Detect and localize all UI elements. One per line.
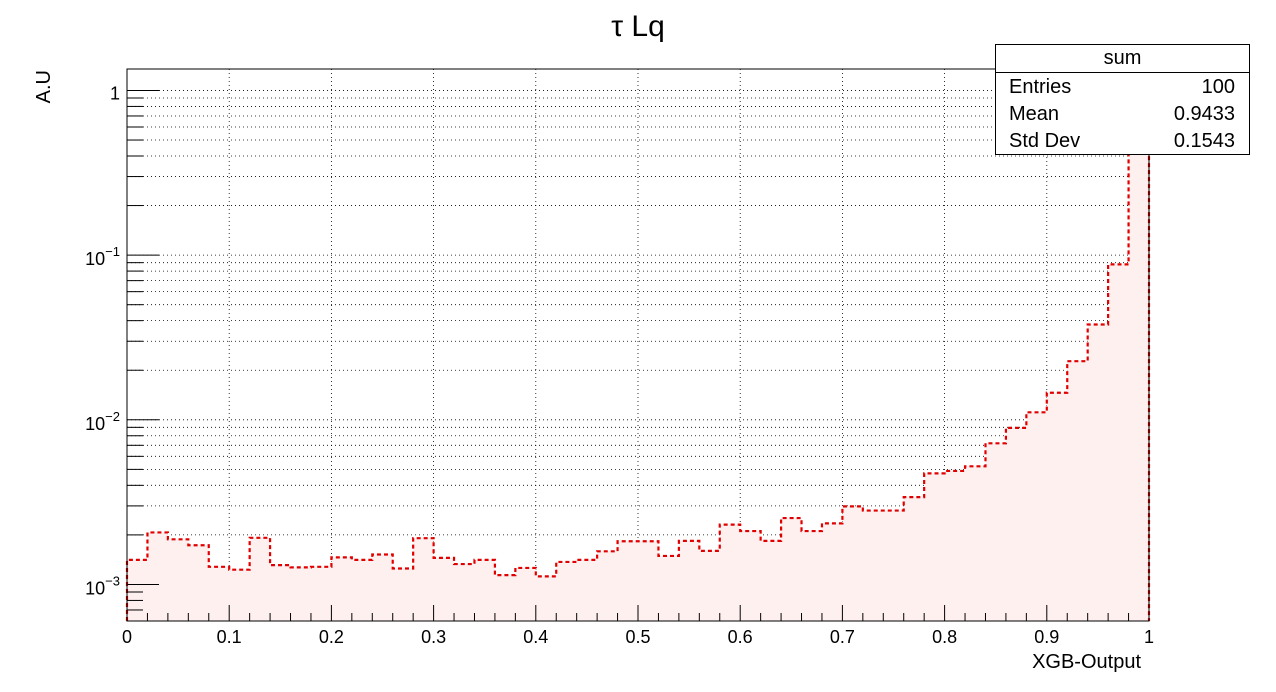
x-axis-label: XGB-Output <box>1032 651 1141 673</box>
histogram-bin <box>127 560 147 621</box>
histogram-bin <box>740 531 760 621</box>
x-tick-label: 0.7 <box>830 627 855 647</box>
histogram-bin <box>515 568 535 621</box>
histogram-bin <box>352 560 372 621</box>
stats-row-stddev: Std Dev 0.1543 <box>996 127 1249 154</box>
histogram-bin <box>945 471 965 621</box>
stats-value: 0.1543 <box>1173 130 1235 152</box>
stats-value: 0.9433 <box>1173 103 1235 125</box>
y-axis-label: A.U <box>33 70 55 103</box>
x-tick-label: 0.3 <box>421 627 446 647</box>
histogram-bin <box>495 575 515 621</box>
histogram-bin <box>638 541 658 621</box>
histogram-bin <box>720 525 740 621</box>
histogram-bin <box>1026 412 1046 621</box>
y-tick-label: 10−2 <box>85 409 120 434</box>
x-tick-label: 0.1 <box>217 627 242 647</box>
histogram-bin <box>1067 361 1087 621</box>
histogram-bin <box>924 473 944 621</box>
histogram-bin <box>393 569 413 621</box>
histogram-bin <box>985 443 1005 621</box>
histogram-bin <box>434 558 454 621</box>
histogram-bin <box>168 539 188 621</box>
histogram-bin <box>1129 153 1149 621</box>
x-tick-label: 0 <box>122 627 132 647</box>
histogram-bin <box>1047 393 1067 621</box>
histogram-bin <box>597 551 617 621</box>
histogram-bin <box>679 541 699 621</box>
y-tick-label: 10−1 <box>85 244 120 269</box>
histogram-bin <box>618 541 638 621</box>
stats-label: Entries <box>1009 76 1072 98</box>
histogram-bin <box>1006 428 1026 621</box>
histogram-bin <box>883 511 903 621</box>
chart-title: τ Lq <box>611 10 665 43</box>
histogram-bin <box>904 497 924 621</box>
plot-frame <box>126 68 1150 622</box>
x-tick-label: 0.8 <box>932 627 957 647</box>
y-tick-label: 10−3 <box>85 573 120 598</box>
histogram-series <box>125 151 1151 621</box>
x-tick-label: 0.9 <box>1034 627 1059 647</box>
histogram-bin <box>536 576 556 621</box>
x-tick-label: 0.4 <box>523 627 548 647</box>
histogram-bin <box>311 567 331 621</box>
stats-row-mean: Mean 0.9433 <box>996 100 1249 127</box>
histogram-bin <box>291 567 311 621</box>
x-tick-label: 1 <box>1144 627 1154 647</box>
histogram-bin <box>761 541 781 621</box>
histogram-bin <box>965 466 985 621</box>
histogram-bin <box>331 557 351 621</box>
axis-tick-labels: 0 0.1 0.2 0.3 0.4 0.5 0.6 0.7 0.8 0.9 1 10−3 10−2 10−… <box>85 83 1154 647</box>
histogram-bin <box>188 545 208 621</box>
histogram-bin <box>372 555 392 621</box>
x-tick-label: 0.2 <box>319 627 344 647</box>
histogram-bin <box>556 562 576 621</box>
histogram-bin <box>474 560 494 621</box>
x-tick-label: 0.5 <box>625 627 650 647</box>
histogram-bin <box>209 567 229 621</box>
histogram-bin <box>454 564 474 621</box>
stats-label: Mean <box>1009 103 1060 125</box>
stats-label: Std Dev <box>1009 130 1081 152</box>
stats-box: sum Entries 100 Mean 0.9433 Std Dev 0.15… <box>995 44 1250 155</box>
x-tick-label: 0.6 <box>728 627 753 647</box>
histogram-bin <box>1088 325 1108 621</box>
histogram-bin <box>229 570 249 621</box>
histogram-bin <box>863 511 883 621</box>
histogram-bin <box>822 523 842 621</box>
histogram-bin <box>577 560 597 621</box>
stats-title: sum <box>996 45 1249 73</box>
histogram-bin <box>781 518 801 621</box>
stats-row-entries: Entries 100 <box>996 73 1249 100</box>
histogram-bin <box>413 538 433 621</box>
histogram-bin <box>802 531 822 621</box>
histogram-bin <box>1108 264 1128 621</box>
histogram-fill <box>127 152 1149 621</box>
histogram-bin <box>658 556 678 621</box>
histogram-bin <box>250 538 270 621</box>
histogram-bin <box>699 551 719 621</box>
stats-value: 100 <box>1201 76 1235 98</box>
histogram-bin <box>147 532 167 621</box>
histogram-bin <box>842 506 862 621</box>
histogram-bin <box>270 565 290 621</box>
y-tick-label: 1 <box>110 83 120 103</box>
